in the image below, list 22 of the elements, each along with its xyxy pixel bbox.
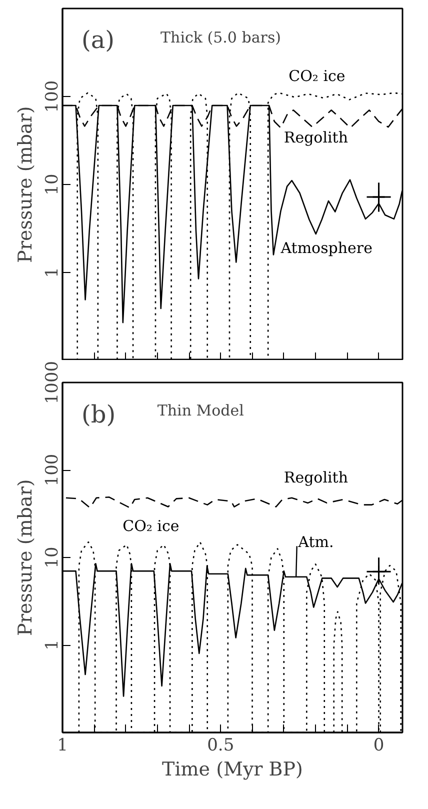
series-label: Regolith	[284, 468, 348, 487]
series-label: Regolith	[284, 128, 348, 147]
y-axis-title: Pressure (mbar)	[14, 479, 36, 636]
x-axis-title: Time (Myr BP)	[162, 758, 303, 780]
series-label: CO₂ ice	[122, 516, 180, 535]
y-tick-label: 10	[42, 174, 62, 196]
annotation: (b)	[81, 400, 116, 429]
x-tick-label: 0.5	[207, 736, 234, 756]
y-tick-label: 100	[42, 80, 62, 113]
y-axis-title: Pressure (mbar)	[14, 106, 36, 263]
y-tick-label: 1000	[42, 360, 62, 404]
series-label: Atmosphere	[280, 238, 373, 257]
y-tick-label: 100	[42, 454, 62, 486]
series-label: CO₂ ice	[288, 67, 346, 86]
annotation: (a)	[81, 26, 115, 54]
y-tick-label: 1	[42, 267, 62, 278]
x-tick-label: 0	[373, 736, 384, 756]
text: Thin Model	[157, 401, 244, 420]
y-tick-label: 1	[42, 640, 62, 650]
text: Thick (5.0 bars)	[160, 28, 282, 46]
series-label: Atm.	[297, 533, 334, 552]
y-tick-label: 10	[42, 546, 62, 568]
